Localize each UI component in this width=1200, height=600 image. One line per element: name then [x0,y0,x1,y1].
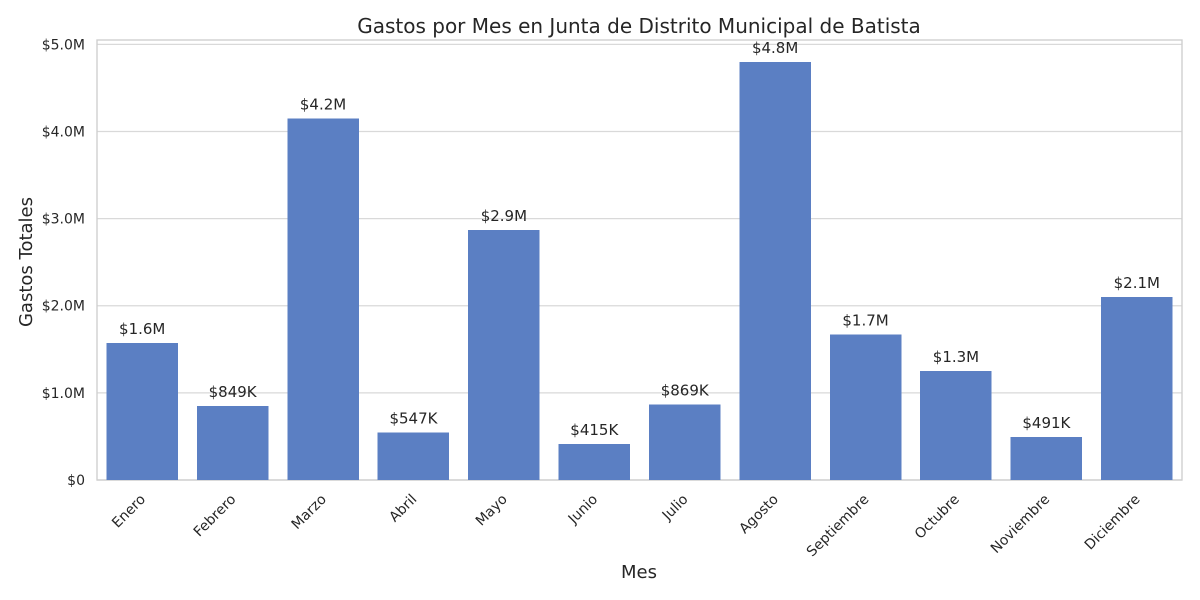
x-tick-label: Julio [659,492,692,525]
bar-octubre[interactable] [920,371,992,480]
x-axis-title: Mes [621,562,657,583]
data-label: $849K [209,383,258,401]
x-tick-label: Enero [109,492,149,532]
chart-title: Gastos por Mes en Junta de Distrito Muni… [357,14,921,38]
x-tick-label: Septiembre [804,492,873,561]
bar-abril[interactable] [377,432,450,480]
bar-noviembre[interactable] [1010,437,1083,480]
data-label: $1.6M [119,320,165,338]
bar-junio[interactable] [558,443,631,480]
bar-septiembre[interactable] [829,334,902,480]
bar-marzo[interactable] [287,118,359,481]
x-tick-label: Octubre [912,492,963,543]
x-tick-label: Noviembre [988,492,1053,557]
bar-mayo[interactable] [468,229,540,480]
y-axis-ticks: $0 $1.0M $2.0M $3.0M $4.0M $5.0M [42,37,85,489]
y-tick-label: $3.0M [42,212,85,228]
data-label: $1.3M [933,348,979,366]
y-tick-label: $2.0M [42,299,85,315]
x-tick-label: Junio [565,492,601,528]
bar-diciembre[interactable] [1101,297,1173,480]
x-tick-label: Agosto [736,492,782,538]
x-tick-label: Mayo [473,492,511,530]
x-tick-label: Febrero [191,492,240,541]
y-tick-label: $0 [67,473,85,489]
bar-julio[interactable] [648,404,721,480]
data-label: $869K [661,381,710,399]
data-label: $1.7M [842,311,888,329]
bars [106,61,1173,481]
y-tick-label: $4.0M [42,124,85,140]
bar-enero[interactable] [106,343,178,480]
x-tick-label: Abril [386,492,420,526]
x-axis-ticks: Enero Febrero Marzo Abril Mayo Junio Julio Agos… [109,492,1143,561]
bar-agosto[interactable] [739,61,811,481]
data-label: $491K [1022,414,1071,432]
data-label: $4.2M [300,95,346,113]
data-label: $415K [570,421,619,439]
data-label: $2.1M [1114,274,1160,292]
x-tick-label: Marzo [289,492,330,533]
data-label: $547K [389,409,438,427]
x-tick-label: Diciembre [1082,492,1144,554]
y-tick-label: $1.0M [42,386,85,402]
data-label: $4.8M [752,39,798,57]
data-label: $2.9M [481,207,527,225]
y-tick-label: $5.0M [42,37,85,53]
data-labels: $1.6M $849K $4.2M $547K $2.9M $415K $869K $4.8M… [119,39,1160,439]
plot-frame [96,39,1183,481]
y-axis-title: Gastos Totales [16,197,37,327]
bar-febrero[interactable] [196,406,269,480]
